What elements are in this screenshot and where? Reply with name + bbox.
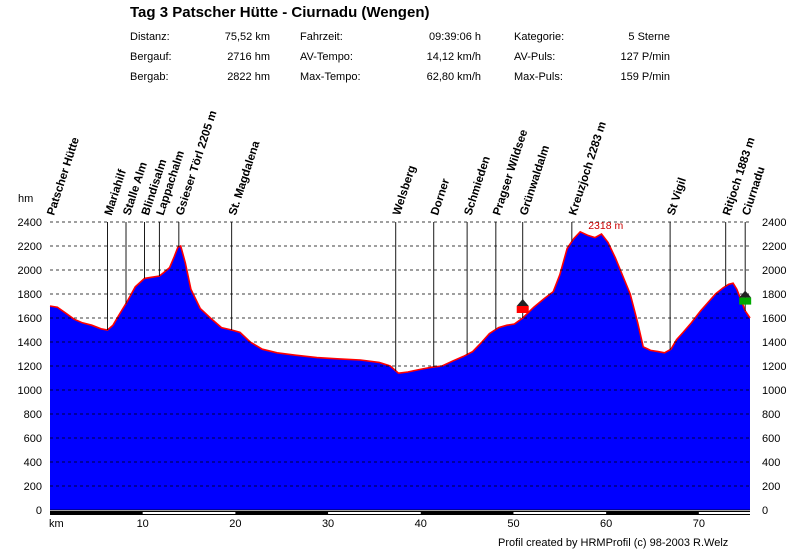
y-tick-left-0: 0 [36,505,42,517]
y-tick-right-2000: 2000 [762,265,786,277]
waypoint-label-6: St. Magdalena [227,139,262,217]
elevation-line [49,230,751,375]
stat-value-distanz: 75,52 km [224,31,270,43]
y-axis-label: hm [18,193,33,205]
chart-title: Tag 3 Patscher Hütte - Ciurnadu (Wengen) [130,4,430,21]
stat-label-bergauf: Bergauf: [130,51,172,63]
y-tick-right-600: 600 [762,433,780,445]
stat-value-bergauf: 2716 hm [227,51,270,63]
stat-value-bergab: 2822 hm [227,71,270,83]
y-tick-right-1400: 1400 [762,337,786,349]
stat-label-bergab: Bergab: [130,71,169,83]
waypoint-label-13: St Vigil [666,176,689,217]
y-tick-left-1600: 1600 [18,313,42,325]
x-tick-60: 60 [600,518,612,530]
y-tick-left-200: 200 [24,481,42,493]
y-tick-left-1800: 1800 [18,289,42,301]
y-tick-left-1000: 1000 [18,385,42,397]
stat-label-max-puls: Max-Puls: [514,71,563,83]
y-tick-right-200: 200 [762,481,780,493]
footer-credit: Profil created by HRMProfil (c) 98-2003 … [498,537,729,549]
waypoint-label-7: Welsberg [391,164,418,217]
stat-value-av-tempo: 14,12 km/h [426,51,481,63]
max-elevation-label: 2318 m [588,220,623,232]
elevation-area [50,231,750,511]
y-tick-left-800: 800 [24,409,42,421]
y-tick-right-1200: 1200 [762,361,786,373]
stat-label-av-tempo: AV-Tempo: [300,51,353,63]
y-tick-left-400: 400 [24,457,42,469]
y-tick-right-1800: 1800 [762,289,786,301]
stat-label-av-puls: AV-Puls: [514,51,556,63]
y-tick-left-2000: 2000 [18,265,42,277]
x-axis-bar-gap-70 [698,512,750,514]
stat-value-fahrzeit: 09:39:06 h [429,31,481,43]
waypoint-label-8: Dorner [429,177,452,217]
marker-cap-0 [516,299,529,306]
stat-value-kategorie: 5 Sterne [628,31,670,43]
marker-0 [516,306,529,313]
y-tick-left-1200: 1200 [18,361,42,373]
y-tick-right-1600: 1600 [762,313,786,325]
x-axis-bar-gap-30 [328,512,421,514]
waypoint-label-0: Patscher Hütte [45,136,81,217]
stat-label-kategorie: Kategorie: [514,31,565,43]
y-tick-left-600: 600 [24,433,42,445]
y-tick-right-0: 0 [762,505,768,517]
waypoint-label-9: Schmieden [463,155,493,217]
x-tick-40: 40 [415,518,427,530]
y-tick-right-2400: 2400 [762,217,786,229]
x-tick-50: 50 [507,518,519,530]
x-tick-20: 20 [229,518,241,530]
y-tick-right-2200: 2200 [762,241,786,253]
stat-value-av-puls: 127 P/min [620,51,670,63]
stat-label-fahrzeit: Fahrzeit: [300,31,343,43]
marker-cap-1 [739,290,752,298]
y-tick-right-1000: 1000 [762,385,786,397]
x-tick-10: 10 [137,518,149,530]
stat-value-max-tempo: 62,80 km/h [426,71,481,83]
stat-label-distanz: Distanz: [130,31,170,43]
y-tick-left-1400: 1400 [18,337,42,349]
y-tick-right-800: 800 [762,409,780,421]
y-tick-right-400: 400 [762,457,780,469]
x-axis-bar-gap-50 [513,512,607,514]
stat-label-max-tempo: Max-Tempo: [300,71,361,83]
waypoint-label-12: Kreuzjoch 2283 m [567,120,609,217]
y-tick-left-2200: 2200 [18,241,42,253]
waypoint-label-11: Grünwaldalm [518,144,552,217]
marker-1 [739,297,752,305]
stat-value-max-puls: 159 P/min [620,71,670,83]
x-axis-bar-gap-10 [142,512,236,514]
x-axis-label: km [49,518,64,530]
x-tick-70: 70 [693,518,705,530]
x-tick-30: 30 [322,518,334,530]
y-tick-left-2400: 2400 [18,217,42,229]
